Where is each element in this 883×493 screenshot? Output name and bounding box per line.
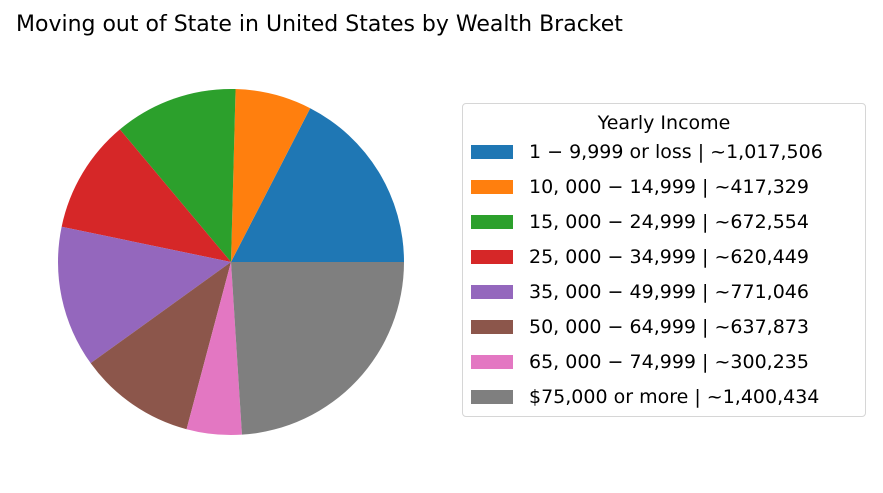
legend-item-5: 35, 000 − 49,999 | ~771,046 bbox=[463, 274, 865, 309]
pie-slice-7 bbox=[186, 262, 242, 435]
legend-label: 65, 000 − 74,999 | ~300,235 bbox=[529, 350, 809, 373]
legend-label: $75,000 or more | ~1,400,434 bbox=[529, 385, 820, 408]
pie-slice-3 bbox=[119, 88, 236, 262]
legend: Yearly Income 1 − 9,999 or loss | ~1,017… bbox=[462, 103, 866, 417]
legend-label: 10, 000 − 14,999 | ~417,329 bbox=[529, 175, 809, 198]
legend-swatch bbox=[471, 179, 513, 194]
pie-slice-5 bbox=[58, 226, 231, 364]
pie-slice-8 bbox=[231, 262, 404, 435]
legend-label: 25, 000 − 34,999 | ~620,449 bbox=[529, 245, 809, 268]
pie-slice-6 bbox=[90, 262, 232, 430]
legend-swatch bbox=[471, 284, 513, 299]
legend-item-6: 50, 000 − 64,999 | ~637,873 bbox=[463, 309, 865, 344]
legend-swatch bbox=[471, 319, 513, 334]
pie-slice-4 bbox=[61, 129, 231, 262]
legend-swatch bbox=[471, 389, 513, 404]
legend-swatch bbox=[471, 354, 513, 369]
legend-item-4: 25, 000 − 34,999 | ~620,449 bbox=[463, 239, 865, 274]
pie-slices bbox=[58, 88, 404, 435]
pie-slice-2 bbox=[231, 89, 311, 262]
legend-title: Yearly Income bbox=[597, 112, 731, 134]
legend-label: 50, 000 − 64,999 | ~637,873 bbox=[529, 315, 809, 338]
pie-slice-1 bbox=[231, 108, 404, 262]
legend-swatch bbox=[471, 249, 513, 264]
legend-label: 35, 000 − 49,999 | ~771,046 bbox=[529, 280, 809, 303]
legend-swatch bbox=[471, 144, 513, 159]
legend-label: 1 − 9,999 or loss | ~1,017,506 bbox=[529, 140, 823, 163]
legend-item-1: 1 − 9,999 or loss | ~1,017,506 bbox=[463, 134, 865, 169]
chart-title: Moving out of State in United States by … bbox=[16, 12, 623, 37]
legend-label: 15, 000 − 24,999 | ~672,554 bbox=[529, 210, 809, 233]
legend-item-8: $75,000 or more | ~1,400,434 bbox=[463, 379, 865, 414]
legend-list: 1 − 9,999 or loss | ~1,017,506 10, 000 − … bbox=[463, 134, 865, 414]
legend-item-7: 65, 000 − 74,999 | ~300,235 bbox=[463, 344, 865, 379]
legend-swatch bbox=[471, 214, 513, 229]
legend-item-3: 15, 000 − 24,999 | ~672,554 bbox=[463, 204, 865, 239]
legend-item-2: 10, 000 − 14,999 | ~417,329 bbox=[463, 169, 865, 204]
